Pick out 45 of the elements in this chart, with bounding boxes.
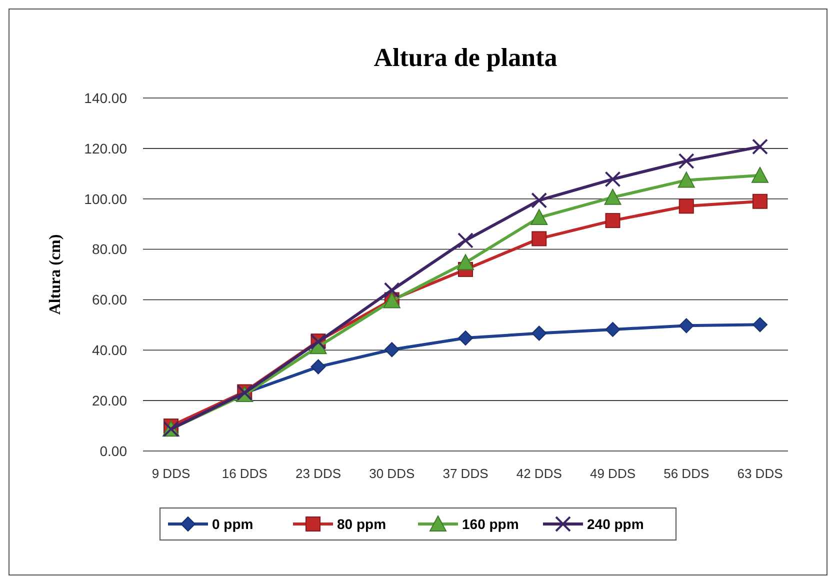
x-tick-label: 42 DDS bbox=[516, 466, 562, 481]
y-tick-label: 120.00 bbox=[84, 140, 128, 156]
point bbox=[752, 317, 768, 332]
y-axis-title: Altura (cm) bbox=[47, 234, 64, 315]
point bbox=[678, 172, 695, 188]
point bbox=[384, 282, 400, 298]
text: 0.00 bbox=[100, 442, 127, 459]
x-tick-label: 9 DDS bbox=[152, 466, 190, 481]
point bbox=[458, 330, 473, 346]
point bbox=[310, 359, 326, 374]
point bbox=[752, 166, 768, 183]
legend-label: 160 ppm bbox=[462, 516, 519, 532]
y-tick-label: 40.00 bbox=[92, 342, 128, 358]
point bbox=[457, 254, 474, 270]
point bbox=[604, 171, 621, 188]
point bbox=[678, 318, 694, 334]
point bbox=[752, 138, 768, 155]
point bbox=[458, 232, 474, 248]
legend-label: 0 ppm bbox=[212, 516, 254, 532]
y-tick-label: 60.00 bbox=[92, 292, 128, 308]
chart-title: Altura de planta bbox=[374, 43, 558, 72]
point bbox=[530, 209, 548, 226]
y-tick-label: 20.00 bbox=[92, 392, 128, 408]
x-tick-label: 56 DDS bbox=[664, 466, 710, 481]
point bbox=[605, 322, 620, 337]
y-tick-label: 140.00 bbox=[84, 90, 128, 106]
y-tick-label: 100.00 bbox=[84, 190, 128, 207]
point bbox=[605, 213, 620, 228]
point bbox=[752, 194, 768, 209]
point bbox=[604, 188, 622, 205]
x-tick-label: 49 DDS bbox=[590, 466, 636, 481]
x-tick-label: 37 DDS bbox=[442, 466, 489, 481]
point bbox=[532, 326, 547, 341]
point bbox=[678, 198, 694, 214]
point bbox=[384, 342, 400, 358]
point bbox=[532, 231, 547, 246]
x-tick-label: 63 DDS bbox=[737, 466, 784, 481]
legend-label: 80 ppm bbox=[337, 516, 386, 532]
legend-label: 240 ppm bbox=[587, 516, 644, 532]
x-tick-label: 16 DDS bbox=[222, 466, 268, 481]
x-tick-label: 30 DDS bbox=[369, 466, 415, 481]
x-tick-label: 23 DDS bbox=[295, 466, 342, 481]
point bbox=[678, 153, 694, 170]
point bbox=[531, 192, 548, 208]
y-tick-label: 80.00 bbox=[92, 241, 128, 258]
